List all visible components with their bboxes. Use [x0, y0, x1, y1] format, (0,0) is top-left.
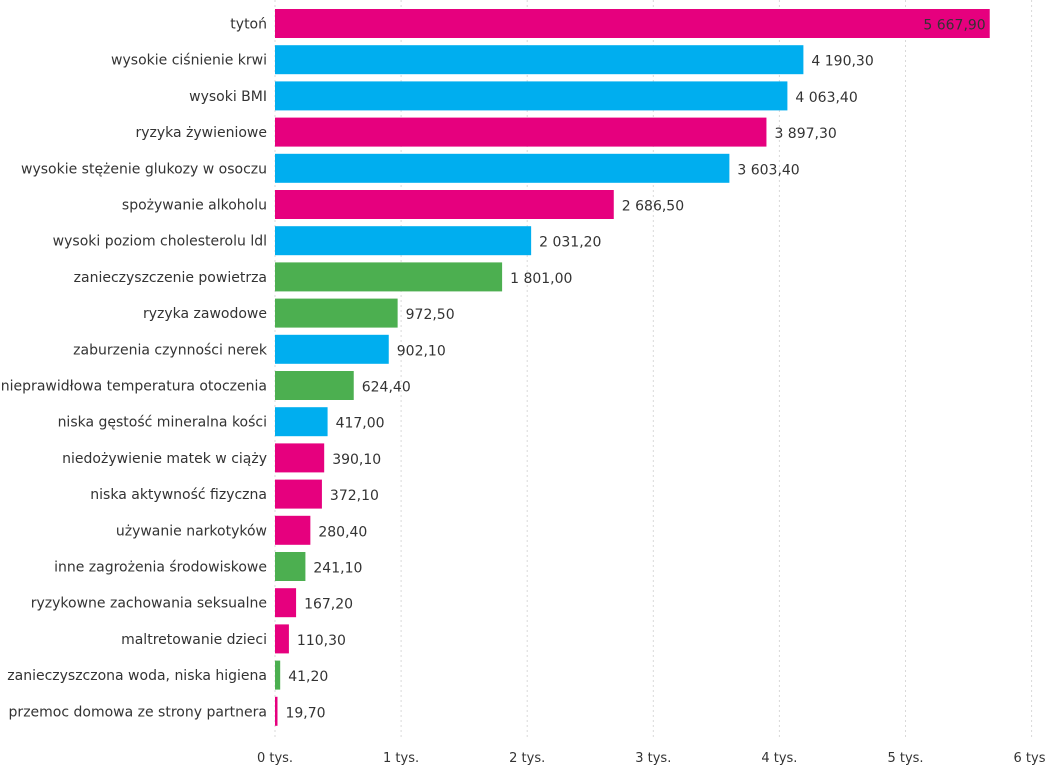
x-tick-label: 3 tys.	[635, 751, 671, 765]
value-label: 19,70	[285, 705, 325, 721]
bar	[275, 45, 804, 75]
category-label: ryzykowne zachowania seksualne	[31, 596, 267, 612]
x-tick-label: 5 tys.	[887, 751, 923, 765]
bar	[275, 660, 281, 690]
category-label: spożywanie alkoholu	[122, 198, 267, 214]
value-label: 2 031,20	[539, 235, 601, 251]
bar	[275, 190, 614, 219]
category-label: używanie narkotyków	[116, 523, 267, 539]
x-tick-label: 6 tys.	[1014, 751, 1046, 765]
bar	[275, 226, 532, 256]
bar	[275, 334, 389, 364]
value-label: 1 801,00	[510, 271, 572, 287]
bars	[275, 9, 990, 726]
value-label: 41,20	[288, 669, 328, 685]
gridlines	[274, 0, 1033, 738]
category-label: niska aktywność fizyczna	[90, 487, 267, 503]
category-label: ryzyka zawodowe	[143, 306, 267, 322]
x-tick-label: 2 tys.	[509, 751, 545, 765]
category-labels: tytoń wysokie ciśnienie krwi wysoki BMI ryz…	[1, 17, 268, 721]
category-label: przemoc domowa ze strony partnera	[9, 704, 267, 720]
category-label: ryzyka żywieniowe	[135, 125, 267, 141]
x-tick-label: 1 tys.	[383, 751, 419, 765]
value-label: 241,10	[313, 561, 362, 577]
value-labels: 5 667,90 4 190,30 4 063,40 3 897,30 3 603,40…	[285, 18, 985, 722]
value-label: 4 063,40	[795, 90, 857, 106]
value-label: 5 667,90	[923, 18, 985, 34]
bar	[275, 117, 767, 147]
value-label: 624,40	[362, 380, 411, 396]
bar	[275, 624, 289, 654]
bar	[275, 479, 322, 509]
value-label: 110,30	[297, 633, 346, 649]
value-label: 390,10	[332, 452, 381, 468]
bar	[275, 153, 730, 183]
value-label: 417,00	[336, 416, 385, 432]
value-label: 902,10	[397, 343, 446, 359]
category-label: wysokie ciśnienie krwi	[111, 53, 267, 69]
category-label: wysoki poziom cholesterolu ldl	[53, 234, 267, 250]
category-label: zanieczyszczona woda, niska higiena	[7, 668, 267, 684]
value-label: 167,20	[304, 597, 353, 613]
value-label: 372,10	[330, 488, 379, 504]
bar	[275, 298, 398, 328]
category-label: niska gęstość mineralna kości	[58, 415, 267, 431]
bar	[275, 262, 503, 292]
bar	[275, 588, 297, 618]
x-tick-label: 4 tys.	[761, 751, 797, 765]
value-label: 4 190,30	[811, 54, 873, 70]
value-label: 972,50	[406, 307, 455, 323]
category-label: inne zagrożenia środowiskowe	[54, 560, 267, 576]
category-label: niedożywienie matek w ciąży	[62, 451, 267, 467]
bar	[275, 407, 328, 437]
bar	[275, 9, 990, 38]
category-label: zanieczyszczenie powietrza	[74, 270, 267, 286]
x-tick-label: 0 tys.	[257, 751, 293, 765]
category-label: wysoki BMI	[189, 89, 267, 105]
category-label: tytoń	[230, 17, 267, 33]
bar	[275, 696, 278, 726]
value-label: 3 897,30	[774, 126, 836, 142]
value-label: 2 686,50	[622, 199, 684, 215]
bar	[275, 371, 354, 400]
value-label: 280,40	[318, 524, 367, 540]
category-label: wysokie stężenie glukozy w osoczu	[21, 161, 267, 177]
category-label: maltretowanie dzieci	[121, 632, 267, 648]
x-axis-tick-labels: 0 tys. 1 tys. 2 tys. 3 tys. 4 tys. 5 tys. 6 ty…	[257, 751, 1046, 765]
bar	[275, 81, 788, 111]
value-label: 3 603,40	[737, 162, 799, 178]
category-label: zaburzenia czynności nerek	[73, 342, 268, 358]
bar	[275, 443, 325, 473]
bar	[275, 552, 306, 581]
category-label: nieprawidłowa temperatura otoczenia	[1, 379, 267, 395]
bar	[275, 515, 311, 545]
